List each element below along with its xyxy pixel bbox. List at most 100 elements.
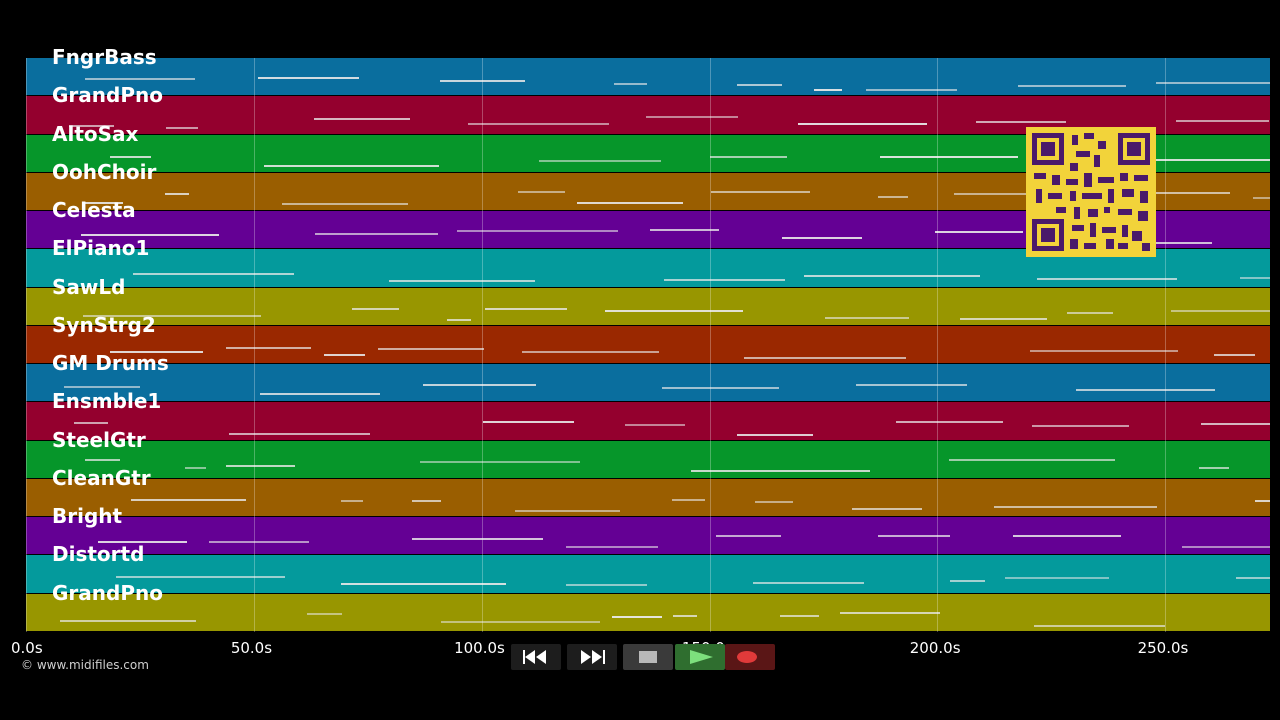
note-streak	[1182, 545, 1270, 548]
qr-code	[1026, 127, 1156, 257]
track-label: Distortd	[52, 542, 145, 567]
note-streak	[420, 460, 581, 463]
note-streak	[447, 318, 471, 321]
note-streak	[754, 501, 793, 504]
gridline	[1165, 58, 1167, 632]
note-streak	[577, 202, 684, 205]
note-streak	[306, 613, 342, 616]
stop-icon	[639, 651, 657, 663]
note-streak	[517, 191, 565, 194]
note-streak	[69, 125, 114, 128]
note-streak	[378, 347, 485, 350]
note-streak	[1176, 120, 1269, 123]
time-tick-label: 100.0s	[454, 639, 505, 657]
note-streak	[110, 351, 204, 354]
play-icon	[690, 650, 713, 664]
note-streak	[97, 541, 187, 544]
note-streak	[74, 422, 109, 425]
note-streak	[1034, 624, 1166, 627]
note-streak	[879, 156, 1018, 159]
note-streak	[948, 458, 1115, 461]
note-streak	[439, 79, 526, 82]
note-streak	[467, 123, 610, 126]
rewind-icon	[523, 650, 546, 664]
note-streak	[752, 581, 865, 584]
note-streak	[949, 579, 985, 582]
track-lane	[26, 58, 1270, 96]
track-label: SteelGtr	[52, 427, 146, 452]
note-streak	[975, 121, 1066, 124]
note-streak	[341, 500, 364, 503]
note-streak	[132, 273, 295, 276]
note-streak	[710, 191, 810, 194]
note-streak	[959, 318, 1047, 321]
gridline	[26, 58, 27, 632]
note-streak	[1171, 310, 1270, 313]
note-streak	[614, 82, 647, 85]
note-streak	[1031, 424, 1129, 427]
gridline	[709, 58, 711, 632]
note-streak	[282, 202, 408, 205]
note-streak	[878, 195, 909, 198]
note-streak	[110, 156, 152, 159]
note-streak	[672, 498, 706, 501]
track-label: Celesta	[52, 198, 136, 222]
track-lane	[26, 593, 1270, 631]
note-streak	[1156, 82, 1270, 85]
note-streak	[521, 350, 660, 353]
note-streak	[1029, 349, 1179, 352]
note-streak	[605, 309, 744, 312]
copyright-text: © www.midifiles.com	[21, 658, 149, 672]
note-streak	[663, 278, 786, 281]
note-streak	[225, 346, 311, 349]
track-label: ElPiano1	[52, 236, 150, 261]
track-lane	[26, 517, 1270, 555]
note-streak	[612, 615, 662, 618]
record-button[interactable]	[725, 644, 775, 670]
track-lane	[26, 478, 1270, 516]
note-streak	[737, 83, 783, 86]
note-streak	[866, 89, 958, 92]
note-streak	[650, 229, 719, 232]
note-streak	[710, 155, 788, 158]
track-lane	[26, 402, 1270, 440]
note-streak	[315, 232, 438, 235]
note-streak	[1201, 423, 1270, 426]
track-label: CleanGtr	[52, 465, 151, 490]
note-streak	[1017, 85, 1126, 88]
rewind-button[interactable]	[511, 644, 561, 670]
note-streak	[994, 506, 1157, 509]
note-streak	[1075, 389, 1215, 392]
stop-button[interactable]	[623, 644, 673, 670]
play-button[interactable]	[675, 644, 725, 670]
note-streak	[715, 535, 782, 537]
note-streak	[673, 614, 697, 617]
note-streak	[780, 615, 820, 618]
note-streak	[565, 584, 648, 587]
record-icon	[737, 651, 757, 663]
note-streak	[209, 540, 309, 543]
note-streak	[797, 123, 927, 126]
note-streak	[314, 117, 410, 120]
time-tick-label: 250.0s	[1137, 639, 1189, 657]
note-streak	[896, 420, 1003, 423]
note-streak	[85, 458, 121, 461]
note-streak	[737, 433, 813, 436]
note-streak	[441, 620, 601, 623]
note-streak	[115, 576, 285, 579]
note-streak	[81, 233, 220, 236]
note-streak	[852, 508, 923, 511]
note-streak	[935, 230, 1023, 233]
note-streak	[257, 77, 359, 80]
track-lane	[26, 440, 1270, 478]
note-streak	[515, 509, 620, 512]
track-label: AltoSax	[52, 121, 139, 146]
fast-forward-button[interactable]	[567, 644, 617, 670]
note-streak	[229, 433, 370, 436]
note-streak	[324, 353, 365, 356]
note-streak	[388, 280, 535, 283]
note-streak	[781, 236, 862, 239]
note-streak	[85, 77, 195, 80]
note-streak	[264, 165, 440, 168]
time-tick-label: 50.0s	[230, 639, 273, 657]
